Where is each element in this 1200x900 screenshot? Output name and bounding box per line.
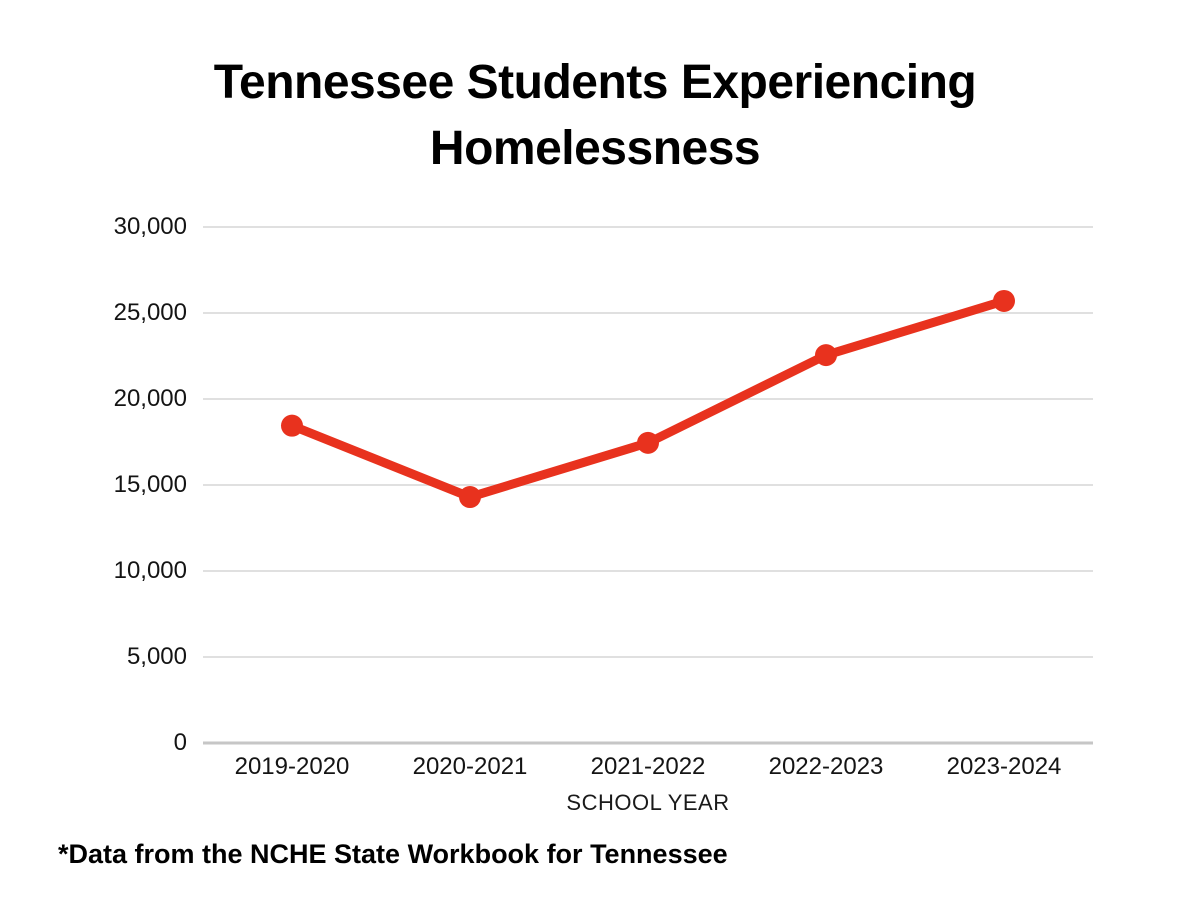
chart-title: Tennessee Students Experiencing Homeless… <box>0 50 1190 182</box>
x-tick-label: 2022-2023 <box>768 753 884 780</box>
y-axis-tick-labels: 0 5,000 10,000 15,000 20,000 25,000 30,000 <box>0 213 187 756</box>
data-point-marker <box>459 486 481 509</box>
y-tick-label: 25,000 <box>113 299 187 326</box>
x-tick-label: 2021-2022 <box>590 753 706 780</box>
y-tick-label: 0 <box>173 729 187 756</box>
y-tick-label: 20,000 <box>113 385 187 412</box>
data-point-marker <box>637 431 659 454</box>
x-tick-label: 2020-2021 <box>412 753 528 780</box>
data-point-marker <box>815 344 837 367</box>
source-footnote: *Data from the NCHE State Workbook for T… <box>58 839 728 869</box>
y-tick-label: 30,000 <box>113 213 187 240</box>
x-axis-tick-labels: 2019-2020 2020-2021 2021-2022 2022-2023 2023… <box>203 753 1093 781</box>
chart-title-line-1: Tennessee Students Experiencing <box>213 56 977 109</box>
line-chart-plot <box>203 226 1093 745</box>
x-tick-label: 2019-2020 <box>234 753 350 780</box>
chart-title-line-2: Homelessness <box>429 122 761 175</box>
x-axis-title: SCHOOL YEAR <box>566 790 730 815</box>
x-tick-label: 2023-2024 <box>946 753 1062 780</box>
y-tick-label: 15,000 <box>113 471 187 498</box>
y-tick-label: 10,000 <box>113 557 187 584</box>
data-point-marker <box>993 289 1015 312</box>
data-point-marker <box>281 414 303 437</box>
y-tick-label: 5,000 <box>126 643 187 670</box>
